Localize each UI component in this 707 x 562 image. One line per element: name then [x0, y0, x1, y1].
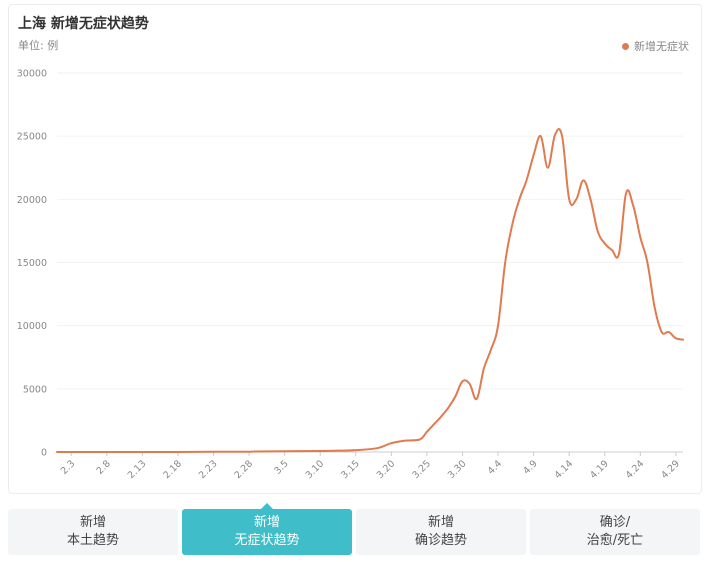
series-line [56, 128, 684, 453]
tab-line2: 治愈/死亡 [586, 533, 644, 548]
x-tick-label: 4.29 [659, 458, 682, 481]
chart-title: 上海 新增无症状趋势 [18, 16, 149, 32]
y-tick-label: 0 [41, 448, 47, 459]
y-tick-label: 10000 [17, 321, 47, 332]
tab-asymptomatic-trend[interactable]: 新增 无症状趋势 [182, 503, 352, 555]
legend[interactable]: 新增无症状 [622, 38, 689, 54]
y-tick-label: 25000 [17, 132, 47, 143]
x-tick-label: 4.9 [521, 458, 539, 476]
x-tick-label: 4.14 [553, 458, 576, 481]
x-tick-label: 3.15 [339, 458, 362, 481]
tab-line1: 新增 [427, 515, 454, 530]
x-tick-label: 4.19 [588, 458, 611, 481]
x-tick-label: 3.5 [272, 458, 290, 476]
tab-line1: 新增 [79, 515, 106, 530]
unit-label: 单位: 例 [18, 39, 59, 52]
tab-line2: 确诊趋势 [414, 533, 467, 548]
tab-confirmed-cured-dead[interactable]: 确诊/ 治愈/死亡 [530, 509, 700, 555]
tab-local-trend[interactable]: 新增 本土趋势 [8, 509, 178, 555]
active-arrow-icon [261, 503, 273, 509]
tab-confirmed-trend[interactable]: 新增 确诊趋势 [356, 509, 526, 555]
tab-bar: 新增 本土趋势 新增 无症状趋势 新增 确诊趋势 确诊/ 治愈/死亡 [8, 503, 701, 555]
y-tick-label: 20000 [17, 195, 47, 206]
x-tick-label: 3.25 [410, 458, 433, 481]
x-tick-label: 2.18 [161, 458, 184, 481]
x-tick-label: 3.20 [375, 458, 398, 481]
x-tick-label: 2.13 [126, 458, 149, 481]
tab-line1: 确诊/ [599, 515, 631, 530]
x-tick-label: 3.30 [446, 458, 469, 481]
y-tick-label: 15000 [17, 258, 47, 269]
y-tick-label: 5000 [23, 384, 47, 395]
tab-line1: 新增 [253, 515, 280, 530]
x-tick-label: 4.24 [624, 458, 647, 481]
legend-label: 新增无症状 [634, 40, 689, 53]
y-tick-label: 30000 [17, 69, 47, 80]
legend-dot-icon [622, 42, 629, 50]
chart-card [8, 4, 702, 494]
x-tick-label: 2.3 [59, 458, 77, 476]
x-tick-label: 4.4 [486, 458, 504, 476]
line-chart: 0 5000 10000 15000 20000 25000 30000 2.3 2.8 2.1… [17, 69, 684, 481]
x-tick-label: 3.10 [304, 458, 327, 481]
x-tick-label: 2.23 [197, 458, 220, 481]
x-tick-label: 2.28 [232, 458, 255, 481]
x-tick-label: 2.8 [94, 458, 112, 476]
tab-line2: 无症状趋势 [234, 533, 300, 548]
tab-line2: 本土趋势 [66, 533, 119, 548]
